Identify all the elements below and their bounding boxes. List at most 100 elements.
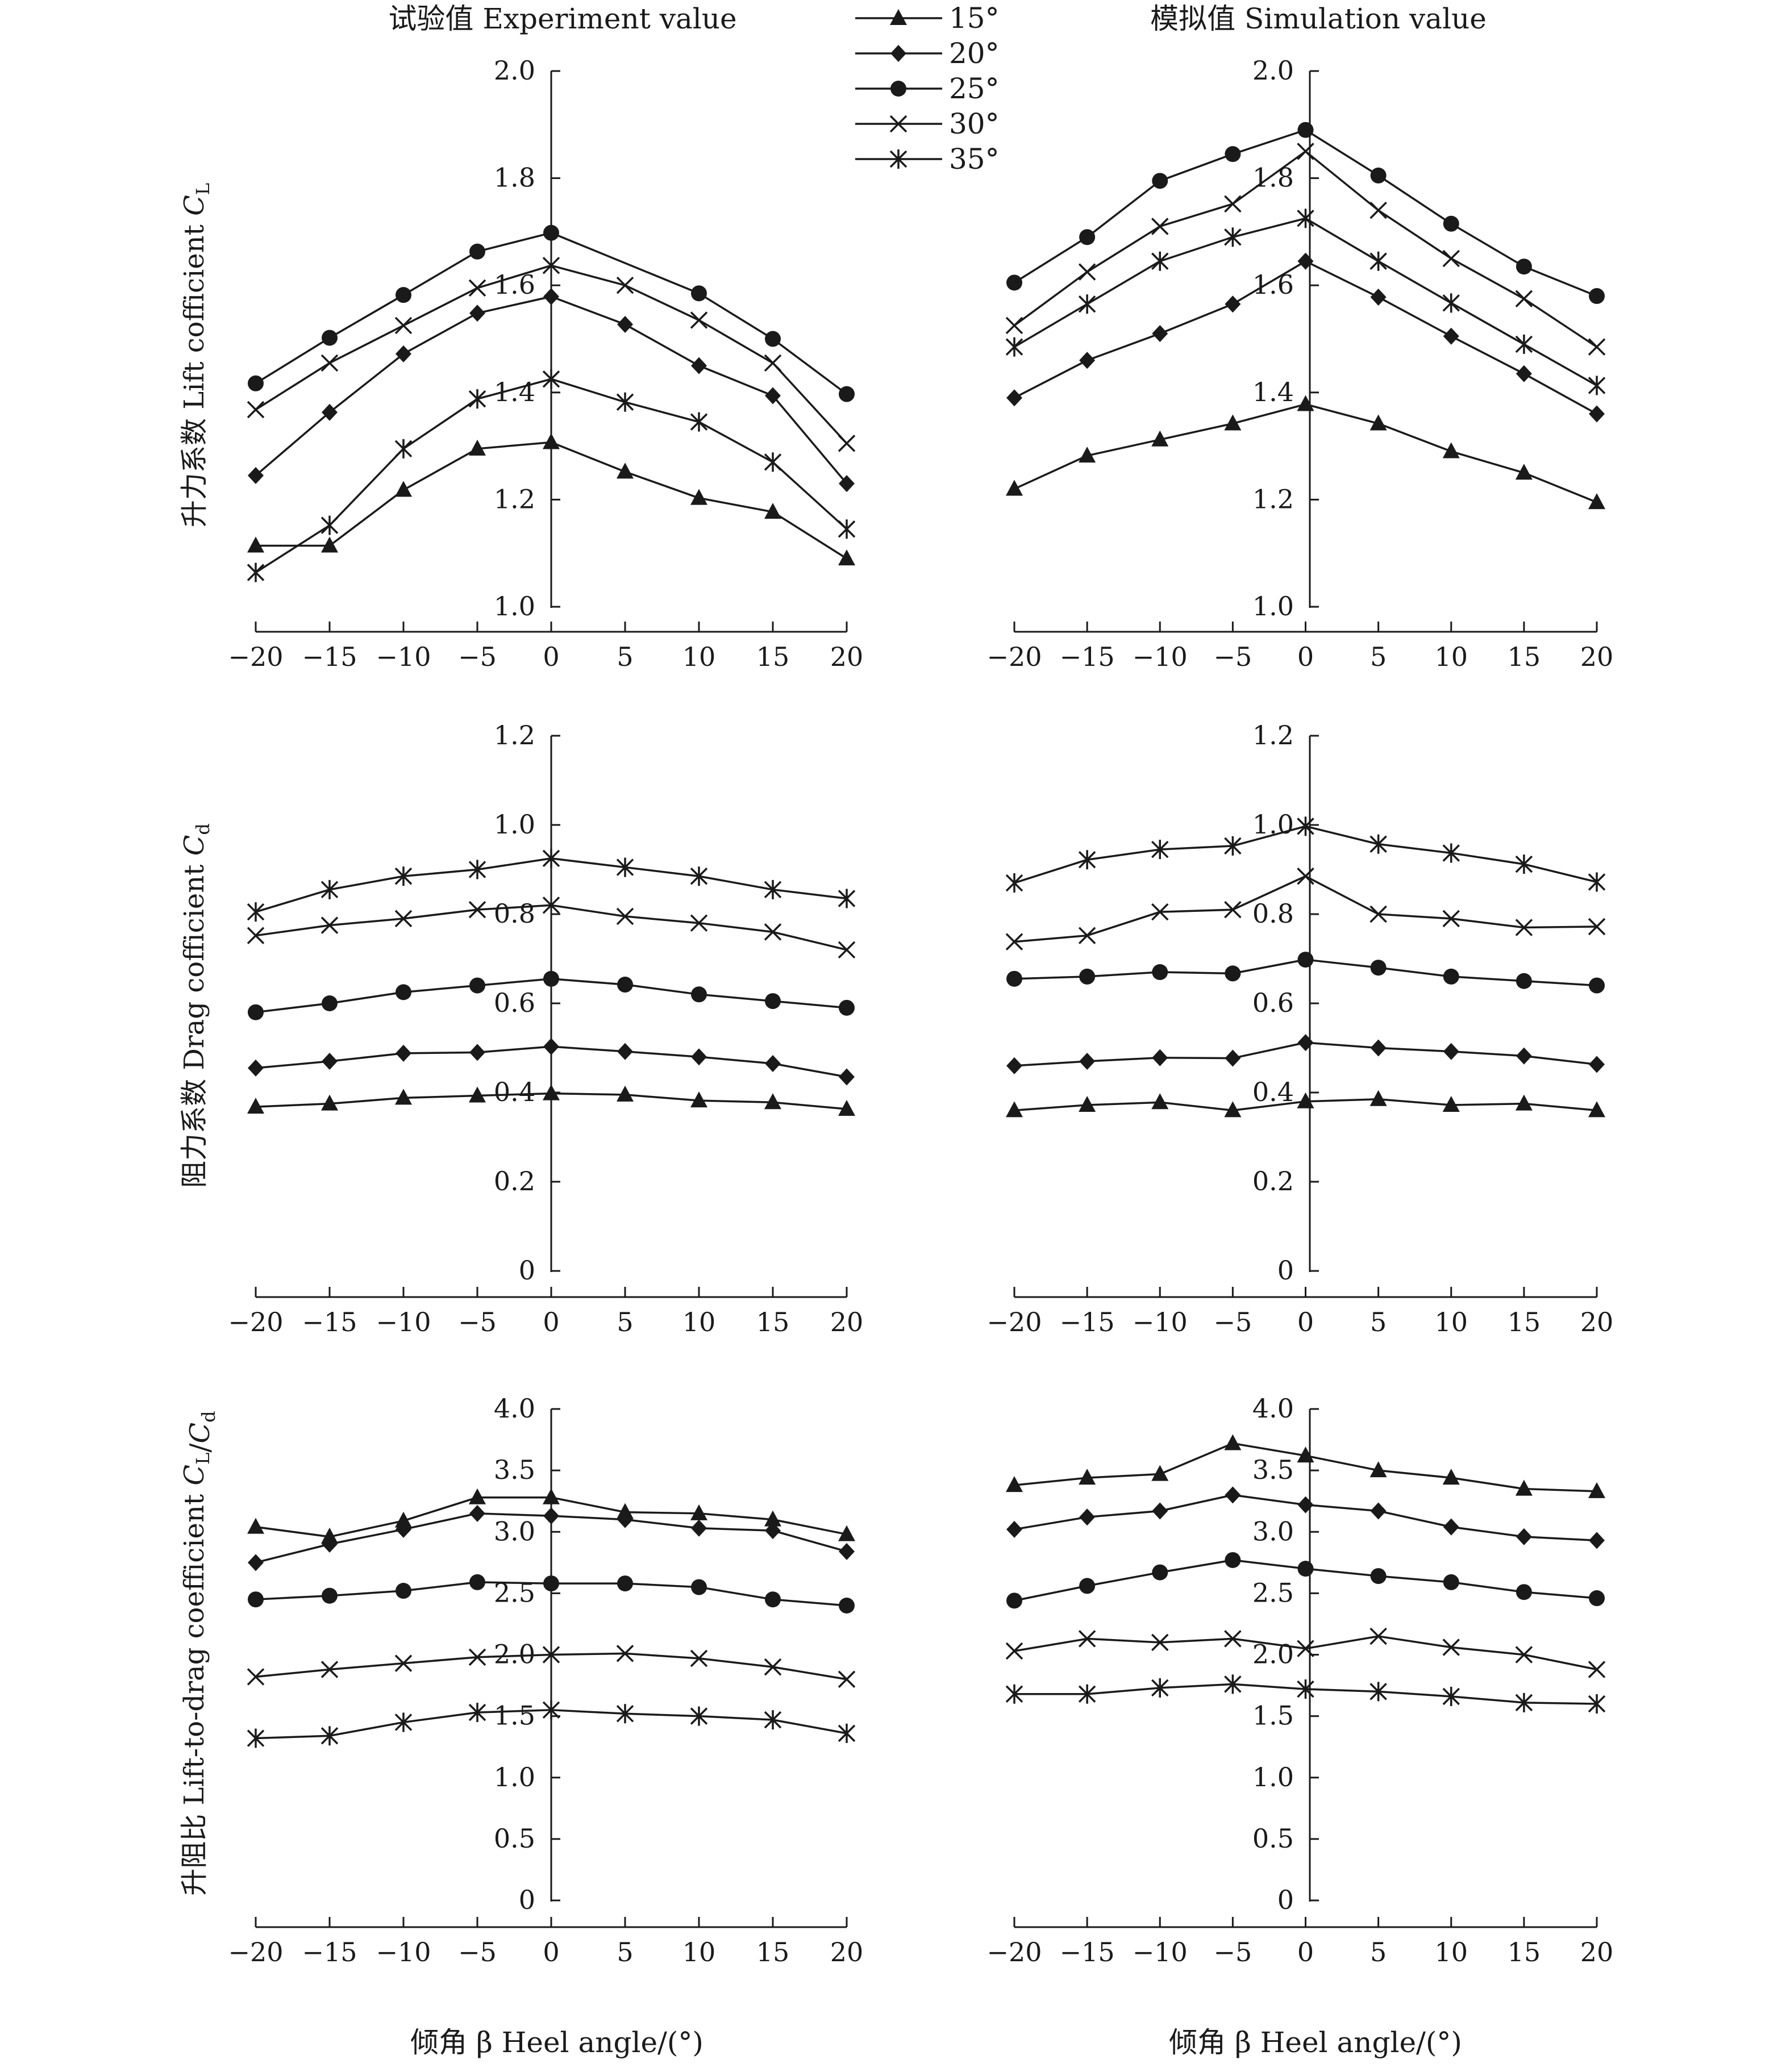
data-point: [690, 1091, 707, 1108]
data-point: [1297, 395, 1314, 411]
data-point: [1443, 1574, 1459, 1590]
data-point: [1589, 977, 1605, 994]
data-point: [247, 1517, 264, 1534]
data-point: [394, 316, 413, 335]
data-point: [1442, 293, 1460, 313]
data-point: [1515, 1692, 1533, 1712]
data-point: [1151, 1678, 1169, 1698]
data-point: [1006, 1057, 1022, 1074]
x-tick-label: 5: [1370, 1307, 1387, 1337]
y-tick-label: 1.2: [494, 720, 535, 751]
data-point: [1589, 1532, 1605, 1549]
legend-label: 20°: [949, 37, 1000, 70]
data-point: [1370, 1039, 1387, 1057]
data-point: [690, 1504, 707, 1520]
data-point: [1588, 1661, 1606, 1678]
data-point: [1079, 1469, 1096, 1485]
data-point: [322, 1535, 338, 1553]
data-point: [468, 279, 486, 297]
x-tick-label: 0: [543, 1307, 559, 1337]
data-point: [1079, 447, 1096, 463]
data-point: [1006, 1101, 1023, 1118]
data-point: [1152, 325, 1168, 343]
legend-item: 30°: [855, 107, 1000, 140]
data-point: [395, 481, 412, 497]
data-point: [1006, 1592, 1022, 1609]
data-point: [690, 412, 708, 432]
series-30deg: [247, 897, 856, 959]
x-tick-label: 0: [1297, 1937, 1314, 1967]
data-point: [1370, 1502, 1387, 1520]
data-point: [1005, 1642, 1023, 1660]
x-tick-label: −10: [376, 1307, 431, 1337]
data-point: [1370, 960, 1387, 976]
data-point: [321, 536, 338, 553]
data-point: [1152, 1502, 1168, 1520]
series-30deg: [247, 1645, 856, 1688]
data-point: [394, 1654, 413, 1672]
series-35deg: [247, 848, 856, 922]
y-tick-label: 0.6: [494, 987, 535, 1018]
legend-marker: [890, 9, 907, 25]
data-point: [247, 927, 265, 944]
data-point: [1151, 1093, 1169, 1110]
y-tick-label: 0: [519, 1885, 535, 1915]
data-point: [1079, 352, 1096, 369]
series-30deg: [247, 257, 856, 452]
data-point: [1006, 970, 1022, 987]
data-point: [247, 401, 265, 419]
series-15deg: [247, 1488, 855, 1544]
data-point: [1588, 872, 1606, 892]
data-point: [396, 984, 411, 1000]
data-point: [1297, 143, 1314, 160]
data-point: [396, 1583, 411, 1599]
y-tick-label: 2.0: [494, 1639, 535, 1670]
data-point: [1588, 1101, 1605, 1118]
y-tick-label: 4.0: [494, 1393, 535, 1424]
x-tick-label: −20: [986, 641, 1042, 672]
chart-panels: 1.0 1.2 1.4 1.6 1.8 2.0 −20 −15 −10 −5 0 5 10 15 20 升力系…: [178, 55, 1613, 1967]
x-tick-label: −15: [1060, 1307, 1115, 1337]
data-point: [394, 910, 413, 928]
data-point: [322, 403, 338, 421]
data-point: [468, 389, 486, 409]
data-point: [248, 1591, 264, 1608]
data-point: [765, 993, 781, 1010]
y-tick-label: 1.5: [1252, 1700, 1294, 1731]
data-point: [1151, 1465, 1169, 1481]
y-tick-label: 0.2: [494, 1166, 535, 1196]
data-point: [839, 475, 855, 493]
data-point: [543, 288, 559, 306]
legend-label: 30°: [949, 107, 1000, 140]
y-axis-label: 升力系数 Lift cofficient CL: [178, 183, 214, 527]
data-point: [1442, 442, 1460, 458]
data-point: [690, 311, 708, 329]
x-tick-label: −5: [458, 1307, 497, 1337]
data-point: [838, 941, 856, 959]
y-tick-label: 3.5: [1252, 1454, 1294, 1485]
x-tick-label: −10: [1133, 1307, 1188, 1337]
data-point: [543, 970, 559, 987]
legend: 15°20°25°30°35°: [855, 2, 1000, 176]
data-point: [839, 386, 855, 402]
series-line: [1014, 1635, 1597, 1671]
x-tick-label: 10: [682, 1307, 716, 1337]
panel-drag-experiment: 0 0.2 0.4 0.6 0.8 1.0 1.2 −20 −15 −10 −5 0 5 10 15 20 阻力…: [178, 720, 863, 1337]
x-tick-label: −5: [458, 1937, 497, 1967]
series-25deg: [248, 224, 855, 402]
series-15deg: [247, 1084, 855, 1116]
data-point: [1442, 1687, 1460, 1707]
x-tick-label: −15: [302, 1937, 357, 1967]
series-line: [1014, 403, 1597, 503]
data-point: [1370, 288, 1387, 306]
data-point: [838, 1670, 856, 1688]
x-tick-label: −20: [228, 1937, 283, 1967]
data-point: [247, 1098, 264, 1114]
legend-item: 35°: [855, 143, 1000, 176]
data-point: [469, 1574, 485, 1590]
data-point: [1152, 1564, 1168, 1581]
data-point: [1589, 405, 1605, 423]
data-point: [248, 1554, 264, 1571]
legend-marker: [890, 81, 906, 97]
series-35deg: [247, 1700, 856, 1748]
